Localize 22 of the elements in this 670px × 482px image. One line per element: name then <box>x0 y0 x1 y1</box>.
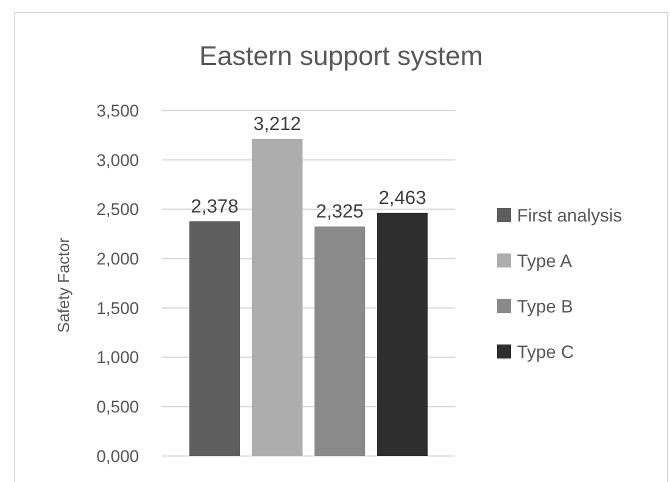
bar <box>314 226 366 456</box>
data-label: 2,378 <box>190 196 238 218</box>
bar <box>377 212 428 456</box>
data-label: 2,325 <box>316 201 364 222</box>
y-tick-label: 0,500 <box>96 398 139 417</box>
y-tick-label: 3,000 <box>96 150 139 170</box>
legend-label: Type A <box>517 250 572 271</box>
y-axis-title: Safety Factor <box>56 237 73 333</box>
legend-label: First analysis <box>517 205 622 226</box>
y-tick-label: 2,500 <box>96 200 139 220</box>
y-tick-label: 0,000 <box>96 446 139 466</box>
legend-label: Type B <box>517 296 574 316</box>
y-tick-label: 1,000 <box>96 348 139 368</box>
y-tick-label: 2,000 <box>96 250 139 269</box>
data-label: 2,463 <box>378 188 426 209</box>
y-tick-label: 3,500 <box>96 101 139 120</box>
legend-label: Type C <box>517 342 574 362</box>
y-tick-label: 1,500 <box>96 298 139 318</box>
chart-title: Eastern support system <box>199 41 483 71</box>
data-label: 3,212 <box>253 114 301 135</box>
bar <box>252 138 303 456</box>
bar <box>189 221 240 456</box>
